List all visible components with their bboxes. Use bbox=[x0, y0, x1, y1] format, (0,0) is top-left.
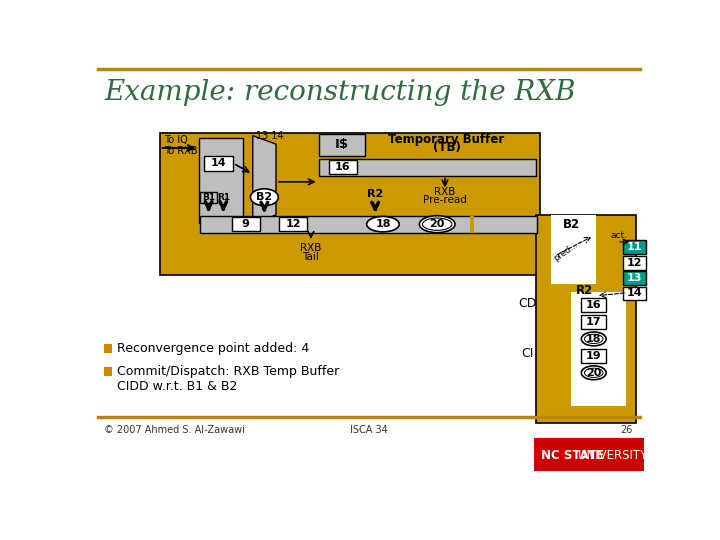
Ellipse shape bbox=[251, 189, 279, 206]
Text: Example: reconstructing the RXB: Example: reconstructing the RXB bbox=[104, 79, 575, 106]
Bar bbox=[581, 315, 606, 329]
Text: CIDD w.r.t. B1 & B2: CIDD w.r.t. B1 & B2 bbox=[117, 380, 238, 393]
Text: 18: 18 bbox=[586, 334, 601, 344]
Text: NC STATE: NC STATE bbox=[541, 449, 603, 462]
Text: 20: 20 bbox=[586, 368, 601, 378]
Text: CI: CI bbox=[522, 347, 534, 360]
Bar bbox=[551, 215, 596, 284]
Bar bbox=[329, 160, 356, 174]
Bar bbox=[570, 292, 626, 406]
Text: Reconvergence point added: 4: Reconvergence point added: 4 bbox=[117, 342, 310, 355]
Bar bbox=[624, 256, 647, 269]
Text: 26: 26 bbox=[620, 425, 632, 435]
Bar bbox=[232, 217, 260, 231]
Bar bbox=[536, 215, 636, 423]
Ellipse shape bbox=[366, 217, 399, 232]
Text: act.: act. bbox=[611, 231, 628, 240]
Ellipse shape bbox=[585, 334, 603, 343]
Text: Commit/Dispatch: RXB Temp Buffer: Commit/Dispatch: RXB Temp Buffer bbox=[117, 364, 339, 378]
Text: 11: 11 bbox=[627, 242, 642, 252]
Text: B2: B2 bbox=[563, 219, 580, 232]
Text: 14: 14 bbox=[211, 158, 227, 168]
Ellipse shape bbox=[581, 366, 606, 380]
Bar bbox=[624, 271, 647, 285]
Ellipse shape bbox=[419, 215, 455, 233]
Bar bbox=[104, 345, 112, 353]
Text: 20: 20 bbox=[430, 219, 445, 229]
Text: R1: R1 bbox=[217, 193, 230, 202]
Text: UNIVERSITY: UNIVERSITY bbox=[577, 449, 647, 462]
Text: 9: 9 bbox=[242, 219, 250, 229]
Bar bbox=[624, 287, 647, 300]
Text: 19: 19 bbox=[586, 351, 602, 361]
Bar bbox=[104, 367, 112, 376]
Text: CD: CD bbox=[518, 297, 537, 310]
Bar bbox=[534, 438, 644, 470]
Bar bbox=[319, 134, 365, 156]
Text: 13 14: 13 14 bbox=[256, 131, 284, 141]
Text: Pre-read: Pre-read bbox=[423, 195, 467, 205]
Text: ISCA 34: ISCA 34 bbox=[350, 425, 388, 435]
Bar bbox=[581, 298, 606, 312]
Text: 12: 12 bbox=[285, 219, 301, 229]
Bar bbox=[204, 156, 233, 171]
Text: B1: B1 bbox=[202, 193, 215, 202]
Text: To RXB: To RXB bbox=[163, 146, 197, 156]
Text: pred...: pred... bbox=[552, 240, 580, 264]
Text: Tail: Tail bbox=[302, 252, 319, 262]
Text: Temporary Buffer: Temporary Buffer bbox=[388, 133, 505, 146]
Text: © 2007 Ahmed S. Al-Zawawi: © 2007 Ahmed S. Al-Zawawi bbox=[104, 425, 245, 435]
Text: R2: R2 bbox=[367, 189, 383, 199]
Text: 13: 13 bbox=[627, 273, 642, 283]
Bar bbox=[199, 138, 243, 222]
Text: 16: 16 bbox=[586, 300, 602, 310]
Ellipse shape bbox=[423, 218, 452, 231]
Polygon shape bbox=[253, 136, 276, 224]
Text: To IQ: To IQ bbox=[163, 135, 187, 145]
Ellipse shape bbox=[581, 332, 606, 346]
Text: (TB): (TB) bbox=[433, 141, 460, 154]
Text: RXB: RXB bbox=[300, 244, 322, 253]
Text: RXB: RXB bbox=[434, 187, 456, 197]
Bar bbox=[279, 217, 307, 231]
Text: 12: 12 bbox=[627, 258, 642, 268]
Text: 16: 16 bbox=[335, 162, 351, 172]
Bar bbox=[319, 159, 536, 176]
Text: I$: I$ bbox=[335, 138, 349, 151]
Bar bbox=[200, 192, 217, 202]
Bar bbox=[469, 215, 474, 233]
Text: 17: 17 bbox=[586, 317, 601, 327]
Text: R2: R2 bbox=[576, 284, 593, 297]
Bar bbox=[200, 215, 537, 233]
Text: 18: 18 bbox=[375, 219, 391, 229]
Text: 14: 14 bbox=[627, 288, 643, 299]
Bar bbox=[160, 132, 539, 275]
Text: B2: B2 bbox=[256, 192, 272, 202]
Ellipse shape bbox=[585, 368, 603, 377]
Bar bbox=[624, 240, 647, 254]
Bar bbox=[581, 349, 606, 363]
